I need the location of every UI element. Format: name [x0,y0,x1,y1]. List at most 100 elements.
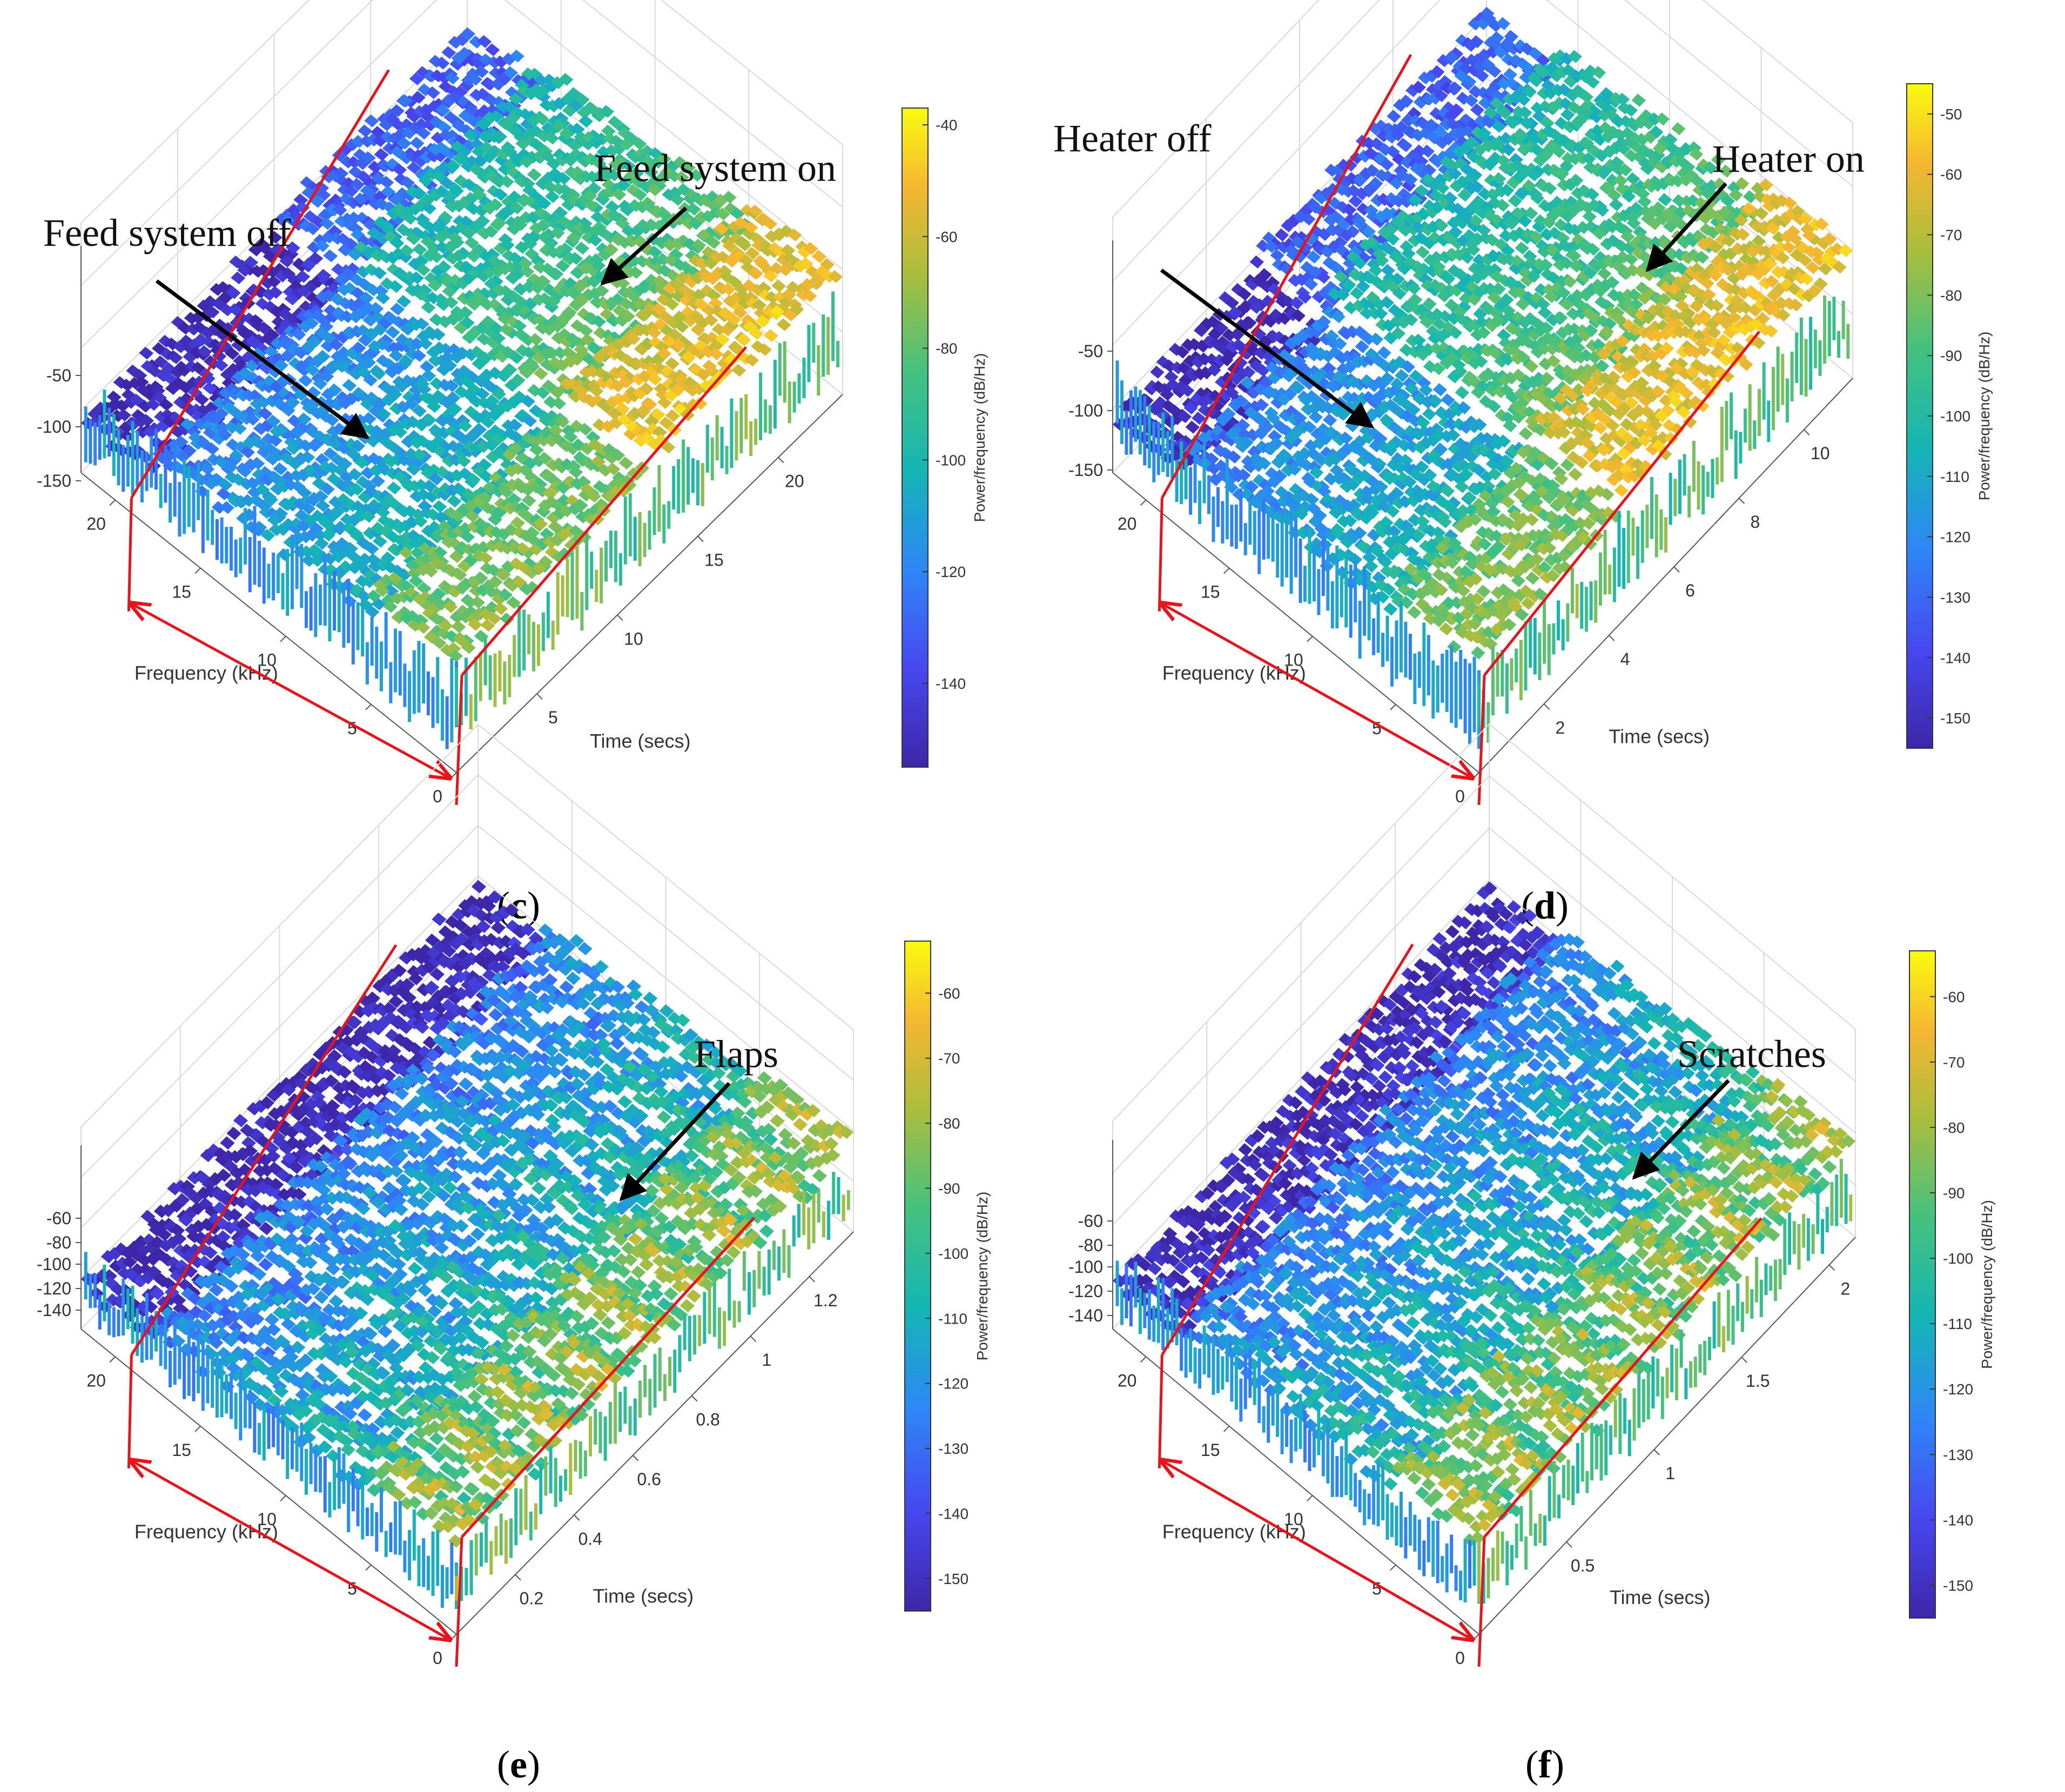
surface-cell [359,135,374,148]
surface-cell [493,130,508,143]
colorbar-tick-label: -120 [936,563,966,580]
surface-cell [360,466,375,480]
surface-cell [425,230,440,243]
surface-cell [205,305,220,319]
surface-cell [326,360,341,373]
surface-cell [460,316,475,330]
surface-cell [527,168,542,182]
surface-cell [418,284,433,297]
surface-cell [391,362,406,375]
surface-cell [601,124,616,138]
surface-cell [298,530,313,543]
surface-cell [295,468,311,482]
surface-cell [313,489,328,503]
surface-cell [202,381,217,395]
surface-cell [308,252,324,265]
surface-cell [599,105,614,118]
surface-cell [423,222,439,234]
surface-cell [316,188,331,202]
surface-cell [156,419,171,433]
surface-cell [545,190,560,203]
surface-cell [551,119,566,132]
surface-cell [475,214,490,227]
surface-cell [526,211,541,224]
surface-cell [358,124,373,138]
surface-cell [418,174,433,187]
surface-cell [402,189,417,203]
time-axis-label: Time (secs) [590,730,691,752]
surface-cell [490,78,505,91]
surface-cell [134,375,149,388]
time-tick-label: 15 [704,551,724,570]
surface-cell [219,303,234,317]
surface-cell [449,351,464,364]
surface-cell [493,602,508,615]
surface-cell [348,310,363,324]
surface-cell [537,197,551,210]
surface-cell [139,346,154,360]
surface-cell [275,324,290,338]
surface-cell [605,200,620,213]
surface-cell [332,149,347,162]
surface-cell [269,380,284,394]
surface-cell [462,225,477,238]
surface-cell [247,486,262,499]
spectrogram-surface [81,27,843,662]
surface-cell [477,35,492,48]
surface-cell [550,76,566,89]
surface-cell [173,340,188,353]
surface-cell [284,247,299,260]
surface-cell [307,439,322,452]
surface-cell [361,151,376,164]
surface-cell [533,150,548,163]
surface-cell [486,287,501,300]
surface-cell [463,192,479,205]
time-tick-label: 10 [624,629,643,648]
surface-cell [459,79,474,92]
surface-cell [162,415,177,428]
surface-cell [367,160,382,174]
surface-cell [455,277,470,290]
surface-cell [295,201,310,214]
surface-cell [139,414,154,427]
surface-cell [426,346,441,359]
surface-cell [248,389,263,402]
surface-cell [250,397,265,411]
surface-cell [411,91,426,104]
colorbar-tick-label: -80 [936,340,957,357]
surface-cell [211,501,226,514]
surface-cell [324,413,339,427]
surface-cell [118,421,133,434]
surface-cell [447,280,462,293]
surface-cell [497,263,512,276]
surface-cell [270,482,285,496]
surface-cell [281,471,296,484]
surface-cell [363,373,378,387]
surface-cell [554,153,569,167]
surface-cell [396,295,412,308]
time-tick-label: 20 [785,472,804,491]
surface-cell [250,265,265,278]
surface-cell [259,419,274,433]
surface-cell [394,380,409,393]
colorbar-gradient [902,108,929,768]
surface-cell [419,151,434,164]
surface-cell [146,398,160,411]
surface-cell [597,189,612,202]
surface-cell [133,415,148,428]
surface-cell [457,145,472,158]
surface-cell [501,52,516,66]
surface-cell [1655,112,1670,126]
grid-line [80,0,843,348]
surface-cell [537,83,553,96]
surface-cell [360,398,375,411]
surface-cell [435,240,450,254]
surface-cell [291,328,306,341]
surface-cell [611,187,627,201]
surface-cell [731,364,746,377]
surface-cell [482,202,497,215]
surface-cell [260,528,275,542]
surface-cell [217,428,232,441]
surface-cell [509,49,524,63]
surface-cell [214,407,229,420]
